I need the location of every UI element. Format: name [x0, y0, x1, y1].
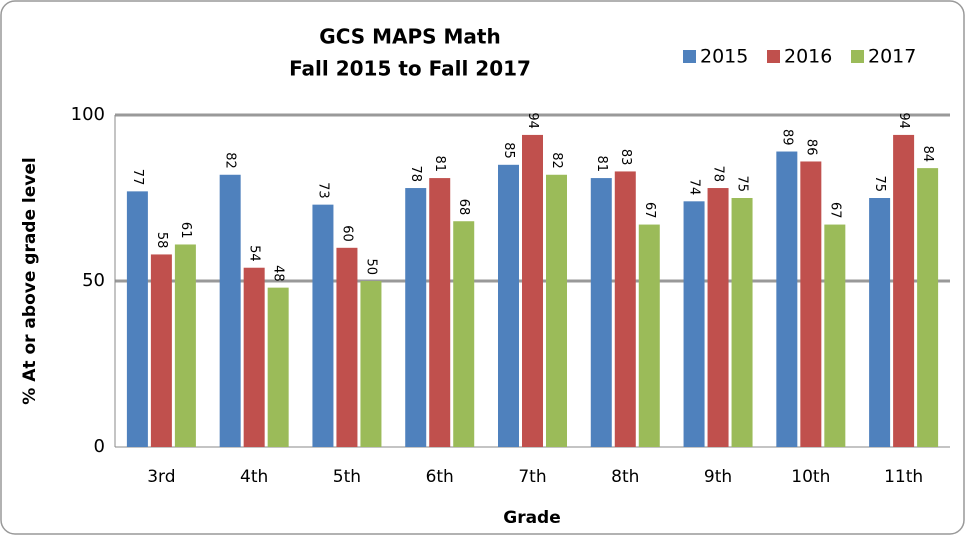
data-label: 82 — [549, 152, 564, 169]
bar — [336, 247, 358, 447]
data-label: 89 — [779, 129, 794, 146]
bar — [683, 201, 705, 447]
legend-label: 2017 — [868, 46, 916, 68]
x-tick-label: 9th — [704, 467, 732, 487]
x-tick-label: 3rd — [147, 467, 175, 487]
chart-subtitle: Fall 2015 to Fall 2017 — [289, 57, 531, 81]
data-label: 58 — [154, 232, 169, 249]
y-tick-label: 0 — [94, 436, 105, 457]
bar — [312, 204, 334, 447]
data-label: 61 — [178, 222, 193, 239]
bar — [360, 281, 382, 447]
legend-swatch — [851, 50, 864, 63]
data-label: 73 — [315, 182, 330, 199]
bar — [429, 178, 451, 447]
x-tick-label: 4th — [240, 467, 268, 487]
data-label: 81 — [594, 156, 609, 173]
data-label: 85 — [501, 142, 516, 159]
legend-label: 2015 — [700, 46, 748, 68]
data-label: 75 — [735, 175, 750, 192]
y-tick-label: 100 — [71, 104, 105, 125]
bar — [405, 188, 427, 448]
bar — [522, 134, 543, 448]
bar — [614, 171, 636, 447]
bar — [917, 168, 939, 447]
bar — [498, 164, 519, 448]
bar — [731, 198, 753, 447]
data-label: 60 — [339, 225, 354, 242]
legend-swatch — [683, 50, 696, 63]
data-label: 82 — [223, 152, 238, 169]
data-label: 48 — [271, 265, 286, 282]
x-tick-label: 10th — [791, 467, 830, 487]
bar — [453, 221, 475, 447]
data-label: 86 — [803, 139, 818, 156]
data-label: 83 — [618, 149, 633, 166]
data-label: 84 — [920, 146, 935, 163]
bar — [243, 267, 265, 447]
bar — [824, 224, 846, 447]
data-label: 54 — [247, 245, 262, 262]
legend-label: 2016 — [784, 46, 832, 68]
data-label: 78 — [408, 165, 423, 182]
data-label: 75 — [872, 175, 887, 192]
data-label: 94 — [525, 112, 540, 129]
data-label: 78 — [711, 165, 726, 182]
x-tick-label: 5th — [333, 467, 361, 487]
bar — [893, 134, 915, 448]
bar — [590, 178, 612, 447]
bar — [800, 161, 822, 448]
data-label: 74 — [687, 179, 702, 196]
data-label: 50 — [363, 258, 378, 275]
data-label: 68 — [456, 199, 471, 216]
bar — [638, 224, 660, 447]
data-label: 81 — [432, 156, 447, 173]
bar — [546, 174, 567, 447]
bar — [150, 254, 172, 447]
data-label: 67 — [642, 202, 657, 219]
data-label: 67 — [827, 202, 842, 219]
bar — [267, 287, 289, 447]
x-axis-label: Grade — [503, 508, 561, 528]
legend-swatch — [767, 50, 780, 63]
data-label: 94 — [896, 112, 911, 129]
x-tick-label: 6th — [426, 467, 454, 487]
bar — [707, 188, 729, 448]
y-tick-label: 50 — [82, 270, 105, 291]
x-tick-label: 11th — [884, 467, 923, 487]
bar — [776, 151, 798, 447]
y-axis-label: % At or above grade level — [20, 157, 40, 404]
bar — [869, 198, 891, 447]
x-tick-label: 7th — [518, 467, 546, 487]
chart-title: GCS MAPS Math — [319, 25, 500, 49]
bar — [219, 174, 241, 447]
bar — [174, 244, 196, 447]
x-tick-label: 8th — [611, 467, 639, 487]
bar — [126, 191, 148, 447]
data-label: 77 — [130, 169, 145, 186]
